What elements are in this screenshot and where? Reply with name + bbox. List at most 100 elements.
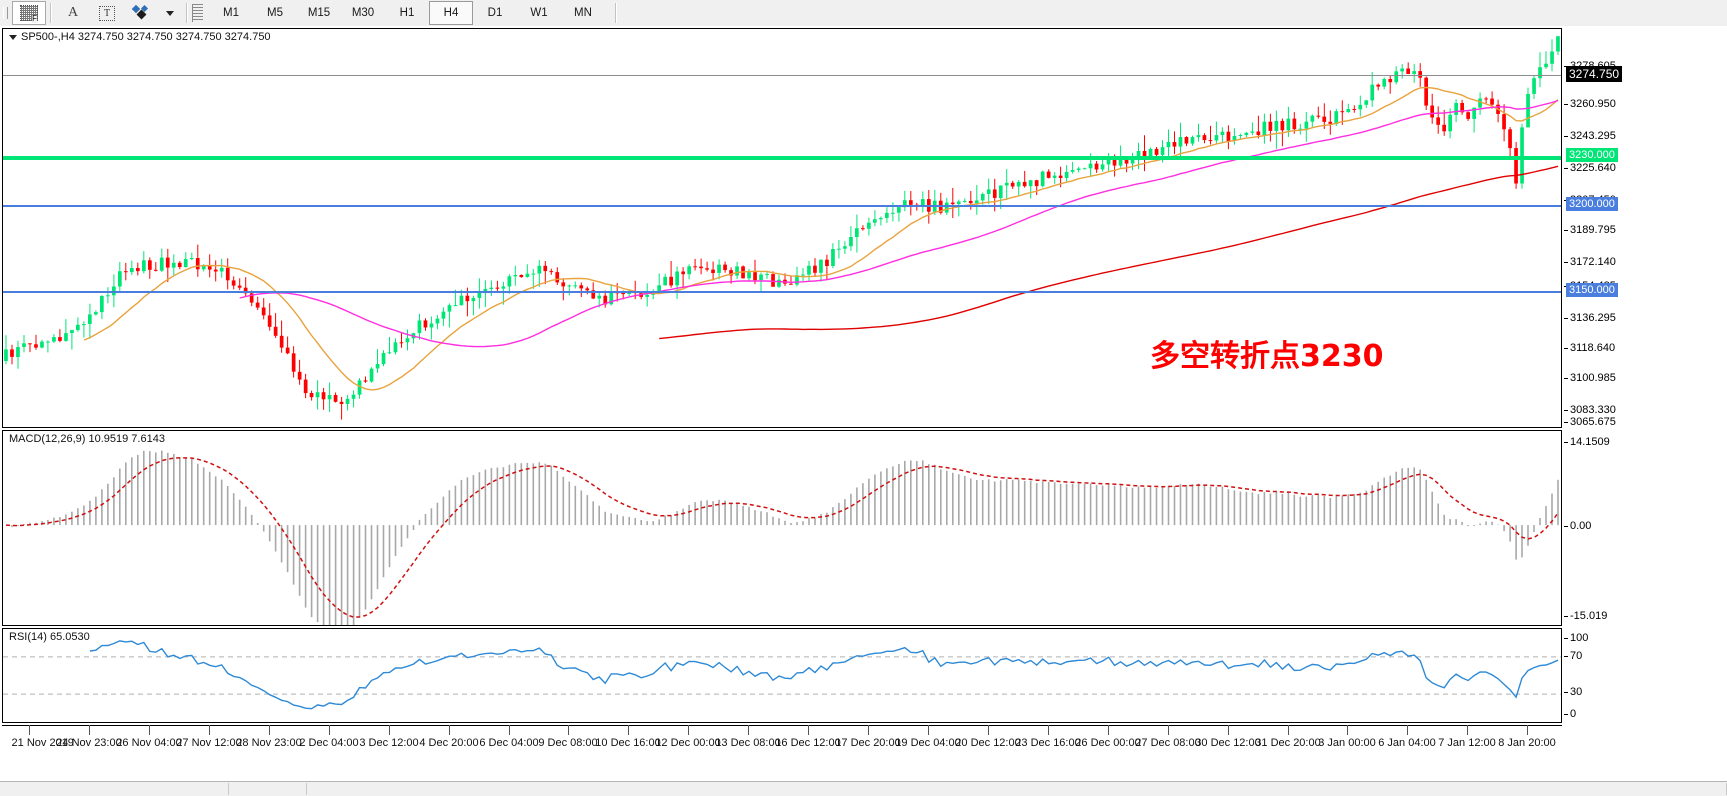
collapse-chevron-icon[interactable] bbox=[9, 34, 17, 40]
time-tick bbox=[29, 725, 30, 735]
time-tick bbox=[628, 725, 629, 735]
toolbar-separator-2 bbox=[186, 3, 188, 23]
timeframe-m5[interactable]: M5 bbox=[267, 7, 283, 19]
time-label: 17 Dec 20:00 bbox=[835, 737, 901, 749]
time-label: 10 Dec 16:00 bbox=[595, 737, 661, 749]
status-segment-2 bbox=[229, 783, 308, 795]
time-tick bbox=[1347, 725, 1348, 735]
time-axis[interactable]: 21 Nov 2019 24 Nov 23:00 26 Nov 04:00 27 No… bbox=[2, 725, 1727, 755]
macd-tick: 0.00 bbox=[1563, 520, 1592, 532]
text-object-icon[interactable]: T bbox=[90, 1, 124, 25]
macd-tick: 14.1509 bbox=[1564, 436, 1610, 448]
time-label: 26 Dec 00:00 bbox=[1075, 737, 1141, 749]
rsi-panel-label: RSI(14) 65.0530 bbox=[9, 631, 90, 643]
time-label: 27 Dec 08:00 bbox=[1135, 737, 1201, 749]
rsi-tick: 0 bbox=[1563, 708, 1577, 720]
status-segment-1 bbox=[0, 783, 229, 795]
time-tick bbox=[988, 725, 989, 735]
time-label: 24 Nov 23:00 bbox=[56, 737, 122, 749]
time-label: 8 Jan 20:00 bbox=[1498, 737, 1556, 749]
time-tick bbox=[449, 725, 450, 735]
time-label: 6 Jan 04:00 bbox=[1378, 737, 1436, 749]
toolbar-separator-3 bbox=[615, 3, 617, 23]
time-tick bbox=[1407, 725, 1408, 735]
main-toolbar[interactable]: A T M1 M5 M15 M30 H1 H4 D1 W1 MN bbox=[0, 0, 1727, 27]
toolbar-separator bbox=[50, 3, 52, 23]
time-label: 28 Nov 23:00 bbox=[236, 737, 302, 749]
chart-annotation-text: 多空转折点3230 bbox=[1150, 339, 1384, 374]
time-tick bbox=[509, 725, 510, 735]
time-tick bbox=[1108, 725, 1109, 735]
time-label: 3 Jan 00:00 bbox=[1318, 737, 1376, 749]
time-label: 6 Dec 04:00 bbox=[479, 737, 539, 749]
time-label: 12 Dec 00:00 bbox=[655, 737, 721, 749]
time-tick bbox=[1288, 725, 1289, 735]
rsi-panel[interactable]: RSI(14) 65.0530 bbox=[2, 628, 1562, 723]
macd-tick: -15.019 bbox=[1563, 610, 1608, 622]
time-tick bbox=[748, 725, 749, 735]
time-tick bbox=[1527, 725, 1528, 735]
time-tick bbox=[389, 725, 390, 735]
level-tag-3200: 3200.000 bbox=[1566, 197, 1618, 211]
time-tick bbox=[1048, 725, 1049, 735]
time-label: 13 Dec 08:00 bbox=[715, 737, 781, 749]
timeframe-m15[interactable]: M15 bbox=[307, 7, 331, 19]
macd-panel[interactable]: MACD(12,26,9) 10.9519 7.6143 bbox=[2, 430, 1562, 626]
time-tick bbox=[269, 725, 270, 735]
level-tag-3230: 3230.000 bbox=[1566, 148, 1618, 162]
last-price-tag: 3274.750 bbox=[1566, 66, 1623, 82]
time-tick bbox=[1228, 725, 1229, 735]
status-bar[interactable] bbox=[0, 781, 1727, 796]
time-label: 9 Dec 08:00 bbox=[538, 737, 598, 749]
time-label: 27 Nov 12:00 bbox=[176, 737, 242, 749]
shapes-icon[interactable] bbox=[124, 1, 158, 25]
timeframe-grip[interactable] bbox=[192, 4, 203, 22]
rsi-scale[interactable]: 100 70 30 0 bbox=[1563, 628, 1727, 723]
shapes-dropdown-icon[interactable] bbox=[158, 1, 182, 25]
rsi-plot bbox=[3, 640, 1561, 710]
time-tick bbox=[209, 725, 210, 735]
toolbar-drag-handle[interactable] bbox=[1, 3, 10, 23]
price-panel-label: SP500-,H4 3274.750 3274.750 3274.750 327… bbox=[9, 31, 271, 43]
shapes-glyph bbox=[131, 4, 149, 20]
time-label: 19 Dec 04:00 bbox=[895, 737, 961, 749]
timeframe-w1[interactable]: W1 bbox=[530, 7, 548, 19]
macd-scale[interactable]: 14.1509 0.00 -15.019 bbox=[1563, 430, 1727, 626]
timeframe-m30[interactable]: M30 bbox=[351, 7, 375, 19]
time-tick bbox=[688, 725, 689, 735]
price-tick: 3136.295 bbox=[1564, 312, 1616, 324]
chart-workspace[interactable]: SP500-,H4 3274.750 3274.750 3274.750 327… bbox=[0, 26, 1727, 781]
price-tick: 3260.950 bbox=[1564, 98, 1616, 110]
text-label-icon[interactable]: A bbox=[56, 1, 90, 25]
time-tick bbox=[1467, 725, 1468, 735]
timeframe-d1[interactable]: D1 bbox=[487, 7, 503, 19]
time-label: 3 Dec 12:00 bbox=[359, 737, 419, 749]
price-tick: 3172.140 bbox=[1564, 256, 1616, 268]
price-tick: 3083.330 bbox=[1564, 404, 1616, 416]
rsi-tick: 100 bbox=[1563, 632, 1589, 644]
price-scale[interactable]: 3278.6053260.9503243.2953225.6403207.450… bbox=[1563, 28, 1727, 428]
time-label: 23 Dec 16:00 bbox=[1015, 737, 1081, 749]
timeframe-group[interactable]: M1 M5 M15 M30 H1 H4 D1 W1 MN bbox=[209, 1, 605, 25]
time-tick bbox=[928, 725, 929, 735]
price-chart-panel[interactable]: SP500-,H4 3274.750 3274.750 3274.750 327… bbox=[2, 28, 1562, 428]
time-label: 26 Nov 04:00 bbox=[116, 737, 182, 749]
timeframe-mn[interactable]: MN bbox=[574, 7, 592, 19]
time-tick bbox=[329, 725, 330, 735]
price-tick: 3100.985 bbox=[1564, 372, 1616, 384]
macd-plot bbox=[5, 450, 1559, 625]
crosshair-f-icon[interactable] bbox=[12, 1, 46, 25]
price-tick: 3225.640 bbox=[1564, 162, 1616, 174]
status-segment-3 bbox=[307, 783, 1727, 795]
timeframe-m1[interactable]: M1 bbox=[223, 7, 239, 19]
price-tick: 3243.295 bbox=[1564, 130, 1616, 142]
level-line-3230 bbox=[3, 156, 1561, 160]
price-tick: 3065.675 bbox=[1564, 416, 1616, 428]
timeframe-h1[interactable]: H1 bbox=[399, 7, 415, 19]
time-label: 16 Dec 12:00 bbox=[775, 737, 841, 749]
text-a-glyph: A bbox=[67, 5, 79, 20]
level-line-3150 bbox=[3, 291, 1561, 293]
price-tick: 3118.640 bbox=[1563, 342, 1616, 354]
rsi-tick: 30 bbox=[1563, 686, 1583, 698]
timeframe-h4[interactable]: H4 bbox=[429, 1, 473, 25]
